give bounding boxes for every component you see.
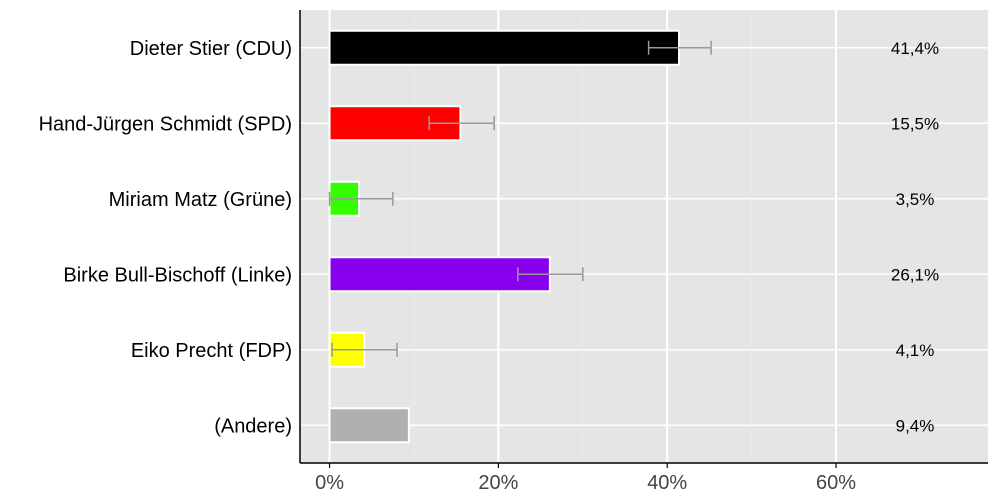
plot-background [300, 10, 988, 463]
category-labels: Dieter Stier (CDU) Hand-Jürgen Schmidt (S… [39, 38, 292, 438]
value-label: 26,1% [891, 265, 939, 284]
x-tick-labels: 0% 20% 40% 60% [315, 463, 856, 494]
value-label: 3,5% [896, 190, 935, 209]
category-label: Eiko Precht (FDP) [131, 340, 292, 362]
x-tick-label: 40% [647, 472, 687, 494]
bar [328, 407, 410, 444]
bar [328, 256, 551, 293]
value-label: 9,4% [896, 416, 935, 435]
category-label: Miriam Matz (Grüne) [109, 189, 292, 211]
x-tick-label: 60% [816, 472, 856, 494]
value-label: 15,5% [891, 114, 939, 133]
bars [328, 29, 681, 444]
category-label: Dieter Stier (CDU) [130, 38, 292, 60]
x-tick-label: 0% [315, 472, 344, 494]
category-label: Hand-Jürgen Schmidt (SPD) [39, 113, 292, 135]
error-bars [328, 40, 712, 357]
category-label: Birke Bull-Bischoff (Linke) [63, 264, 292, 286]
category-label: (Andere) [214, 415, 292, 437]
value-label: 4,1% [896, 341, 935, 360]
value-labels: 41,4% 15,5% 3,5% 26,1% 4,1% 9,4% [891, 39, 939, 436]
bar [328, 29, 681, 66]
value-label: 41,4% [891, 39, 939, 58]
x-tick-label: 20% [478, 472, 518, 494]
